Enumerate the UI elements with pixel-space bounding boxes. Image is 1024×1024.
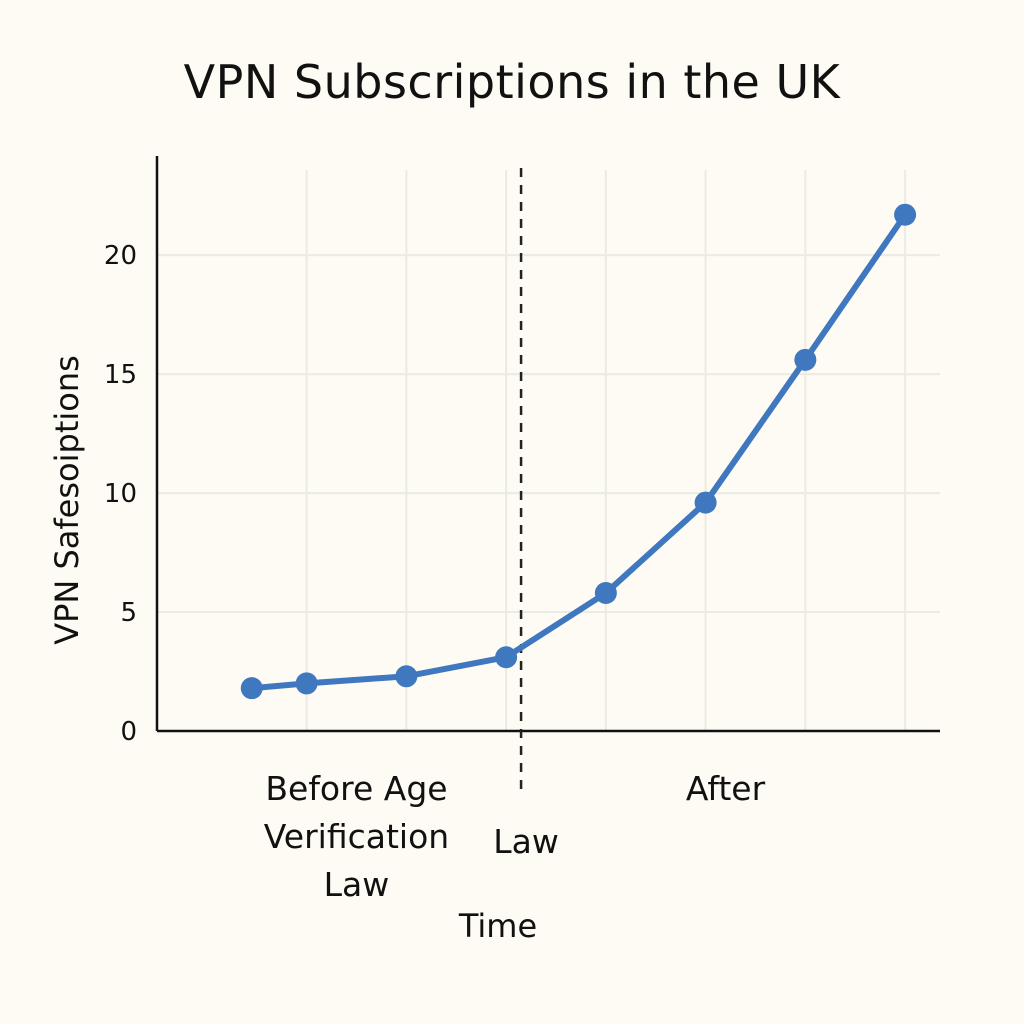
y-tick-label: 5 [120,598,137,628]
data-point [240,677,263,700]
y-axis-label: VPN Safesoiptions [48,355,86,645]
data-point [894,203,917,226]
y-tick-label: 15 [104,360,137,390]
y-tick-label: 20 [104,241,137,271]
law-event-label: Law [493,822,559,861]
data-point [794,348,817,371]
data-point [694,491,717,514]
x-axis-label: Time [458,907,537,945]
series-line [248,211,909,692]
data-point [495,646,518,669]
region-label: Verification [264,817,449,856]
region-label: Before Age [265,769,447,808]
y-tick-label: 0 [120,717,137,747]
data-point [395,665,418,688]
data-point [295,672,318,695]
chart-title: VPN Subscriptions in the UK [183,55,841,109]
region-label: After [686,769,766,808]
y-tick-label: 10 [104,479,137,509]
data-point [594,582,617,605]
region-label: Law [324,865,390,904]
